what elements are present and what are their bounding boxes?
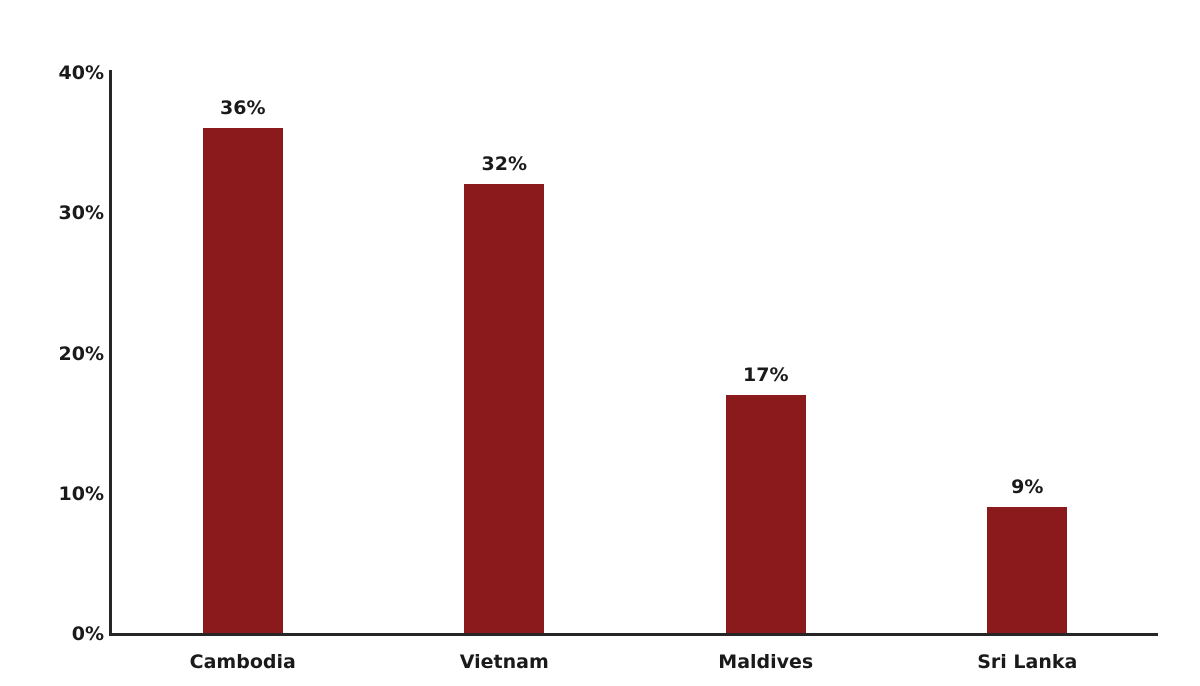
bar bbox=[202, 128, 283, 633]
bar-value-label: 17% bbox=[743, 363, 789, 386]
bar bbox=[987, 506, 1068, 633]
bar-value-label: 36% bbox=[220, 97, 266, 120]
y-axis-line bbox=[109, 70, 112, 636]
category-label: Maldives bbox=[718, 651, 814, 673]
category-label: Sri Lanka bbox=[977, 651, 1078, 673]
bar-value-label: 32% bbox=[481, 153, 527, 176]
y-tick-label: 0% bbox=[71, 623, 104, 645]
x-axis-line bbox=[109, 633, 1158, 636]
bar-value-label: 9% bbox=[1011, 475, 1044, 498]
y-tick-label: 40% bbox=[58, 62, 104, 84]
bar bbox=[464, 184, 545, 633]
category-label: Cambodia bbox=[189, 651, 296, 673]
y-tick-label: 20% bbox=[58, 342, 104, 365]
y-tick-label: 10% bbox=[58, 482, 104, 505]
category-label: Vietnam bbox=[459, 651, 549, 673]
bar bbox=[725, 394, 806, 633]
y-tick-label: 30% bbox=[58, 202, 104, 225]
